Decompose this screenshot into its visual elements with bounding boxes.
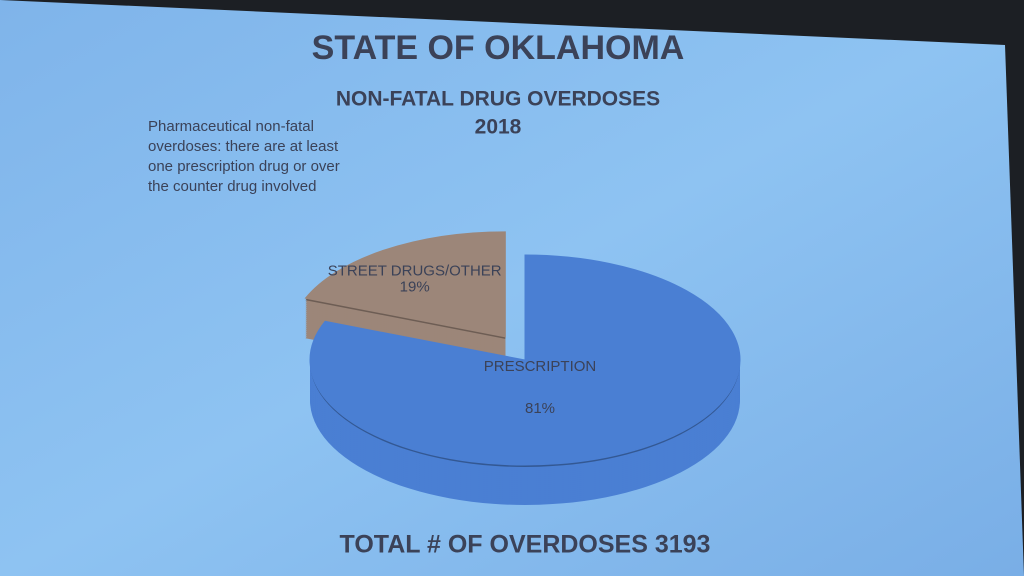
chart-title: STATE OF OKLAHOMA — [312, 29, 685, 67]
slice-value-label: 19% — [400, 279, 430, 296]
slice-value-label: 81% — [525, 400, 555, 417]
chart-footer: TOTAL # OF OVERDOSES 3193 — [340, 531, 711, 559]
pie-slice — [304, 231, 506, 338]
slice-label: PRESCRIPTION — [484, 358, 597, 375]
annotation: Pharmaceutical non-fatal — [148, 118, 314, 135]
annotation: one prescription drug or over — [148, 158, 340, 175]
pie-slice — [309, 254, 741, 466]
chart-year: 2018 — [475, 116, 522, 139]
annotation: the counter drug involved — [148, 178, 316, 195]
chart-subtitle: NON-FATAL DRUG OVERDOSES — [336, 88, 660, 111]
slice-label: STREET DRUGS/OTHER — [328, 263, 502, 280]
annotation: overdoses: there are at least — [148, 138, 339, 155]
